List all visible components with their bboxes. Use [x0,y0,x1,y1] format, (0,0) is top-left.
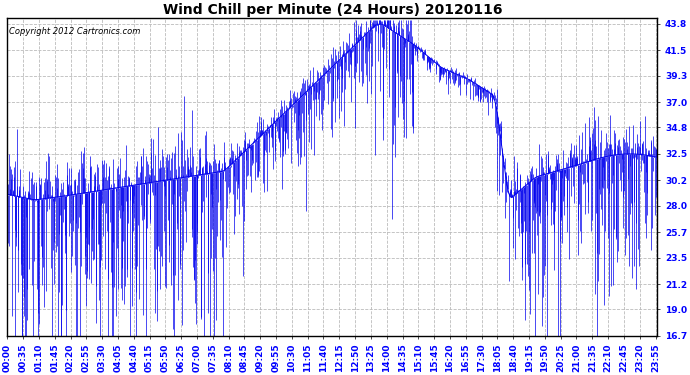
Text: Copyright 2012 Cartronics.com: Copyright 2012 Cartronics.com [8,27,140,36]
Title: Wind Chill per Minute (24 Hours) 20120116: Wind Chill per Minute (24 Hours) 2012011… [163,3,502,17]
